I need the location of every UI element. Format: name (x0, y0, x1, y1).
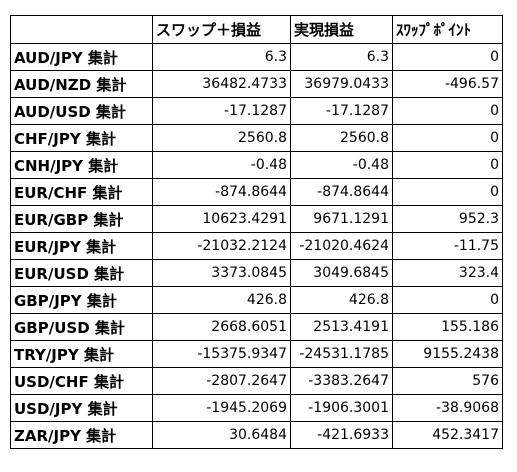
row-label: AUD/USD 集計 (10, 97, 153, 125)
row-label: EUR/JPY 集計 (10, 232, 153, 260)
value-cell: 6.3 (152, 43, 291, 71)
row-label: EUR/USD 集計 (10, 259, 153, 287)
value-cell: -21032.2124 (152, 232, 291, 260)
corner-cell (10, 15, 153, 44)
value-cell: -38.9068 (392, 394, 503, 422)
pivot-table: スワップ＋損益 実現損益 ｽﾜｯﾌﾟﾎﾟｲﾝﾄ AUD/JPY 集計 6.3 6.3 0 AU… (10, 15, 503, 449)
value-cell: 0 (392, 43, 503, 71)
value-cell: 30.6484 (152, 421, 291, 449)
row-label: AUD/JPY 集計 (10, 43, 153, 71)
data-row: EUR/GBP 集計 10623.4291 9671.1291 952.3 (10, 205, 503, 233)
data-row: CNH/JPY 集計 -0.48 -0.48 0 (10, 151, 503, 179)
value-cell: -1945.2069 (152, 394, 291, 422)
data-row: EUR/JPY 集計 -21032.2124 -21020.4624 -11.75 (10, 232, 503, 260)
data-row: GBP/JPY 集計 426.8 426.8 0 (10, 286, 503, 314)
value-cell: -0.48 (290, 151, 393, 179)
data-row: AUD/USD 集計 -17.1287 -17.1287 0 (10, 97, 503, 125)
data-row: AUD/NZD 集計 36482.4733 36979.0433 -496.57 (10, 70, 503, 98)
data-row: EUR/CHF 集計 -874.8644 -874.8644 0 (10, 178, 503, 206)
value-cell: -2807.2647 (152, 367, 291, 395)
data-row: GBP/USD 集計 2668.6051 2513.4191 155.186 (10, 313, 503, 341)
value-cell: 155.186 (392, 313, 503, 341)
value-cell: 0 (392, 124, 503, 152)
row-label: USD/JPY 集計 (10, 394, 153, 422)
value-cell: 2513.4191 (290, 313, 393, 341)
value-cell: 3049.6845 (290, 259, 393, 287)
value-cell: 426.8 (290, 286, 393, 314)
data-row: TRY/JPY 集計 -15375.9347 -24531.1785 9155.243… (10, 340, 503, 368)
value-cell: 2560.8 (152, 124, 291, 152)
row-label: GBP/JPY 集計 (10, 286, 153, 314)
header-row: スワップ＋損益 実現損益 ｽﾜｯﾌﾟﾎﾟｲﾝﾄ (10, 15, 503, 44)
value-cell: 10623.4291 (152, 205, 291, 233)
data-row: EUR/USD 集計 3373.0845 3049.6845 323.4 (10, 259, 503, 287)
value-cell: 36979.0433 (290, 70, 393, 98)
value-cell: -1906.3001 (290, 394, 393, 422)
value-cell: 2668.6051 (152, 313, 291, 341)
value-cell: 452.3417 (392, 421, 503, 449)
row-label: CNH/JPY 集計 (10, 151, 153, 179)
value-cell: -11.75 (392, 232, 503, 260)
value-cell: 0 (392, 97, 503, 125)
value-cell: 952.3 (392, 205, 503, 233)
value-cell: 576 (392, 367, 503, 395)
value-cell: 0 (392, 151, 503, 179)
value-cell: -496.57 (392, 70, 503, 98)
value-cell: 3373.0845 (152, 259, 291, 287)
value-cell: 0 (392, 286, 503, 314)
value-cell: -421.6933 (290, 421, 393, 449)
column-header: 実現損益 (290, 15, 393, 44)
value-cell: -24531.1785 (290, 340, 393, 368)
row-label: EUR/GBP 集計 (10, 205, 153, 233)
value-cell: 323.4 (392, 259, 503, 287)
value-cell: -0.48 (152, 151, 291, 179)
row-label: CHF/JPY 集計 (10, 124, 153, 152)
row-label: EUR/CHF 集計 (10, 178, 153, 206)
value-cell: -874.8644 (152, 178, 291, 206)
value-cell: 36482.4733 (152, 70, 291, 98)
data-row: USD/CHF 集計 -2807.2647 -3383.2647 576 (10, 367, 503, 395)
row-label: ZAR/JPY 集計 (10, 421, 153, 449)
row-label: GBP/USD 集計 (10, 313, 153, 341)
row-label: USD/CHF 集計 (10, 367, 153, 395)
value-cell: -15375.9347 (152, 340, 291, 368)
value-cell: -3383.2647 (290, 367, 393, 395)
column-header: スワップ＋損益 (152, 15, 291, 44)
row-label: AUD/NZD 集計 (10, 70, 153, 98)
value-cell: -874.8644 (290, 178, 393, 206)
data-row: USD/JPY 集計 -1945.2069 -1906.3001 -38.9068 (10, 394, 503, 422)
value-cell: 6.3 (290, 43, 393, 71)
column-header: ｽﾜｯﾌﾟﾎﾟｲﾝﾄ (392, 15, 503, 44)
row-label: TRY/JPY 集計 (10, 340, 153, 368)
value-cell: 426.8 (152, 286, 291, 314)
data-row: ZAR/JPY 集計 30.6484 -421.6933 452.3417 (10, 421, 503, 449)
value-cell: -17.1287 (152, 97, 291, 125)
value-cell: 2560.8 (290, 124, 393, 152)
value-cell: 9155.2438 (392, 340, 503, 368)
table-body: スワップ＋損益 実現損益 ｽﾜｯﾌﾟﾎﾟｲﾝﾄ AUD/JPY 集計 6.3 6.3 0 AU… (10, 15, 503, 449)
data-row: AUD/JPY 集計 6.3 6.3 0 (10, 43, 503, 71)
value-cell: 0 (392, 178, 503, 206)
data-row: CHF/JPY 集計 2560.8 2560.8 0 (10, 124, 503, 152)
value-cell: -17.1287 (290, 97, 393, 125)
value-cell: 9671.1291 (290, 205, 393, 233)
value-cell: -21020.4624 (290, 232, 393, 260)
